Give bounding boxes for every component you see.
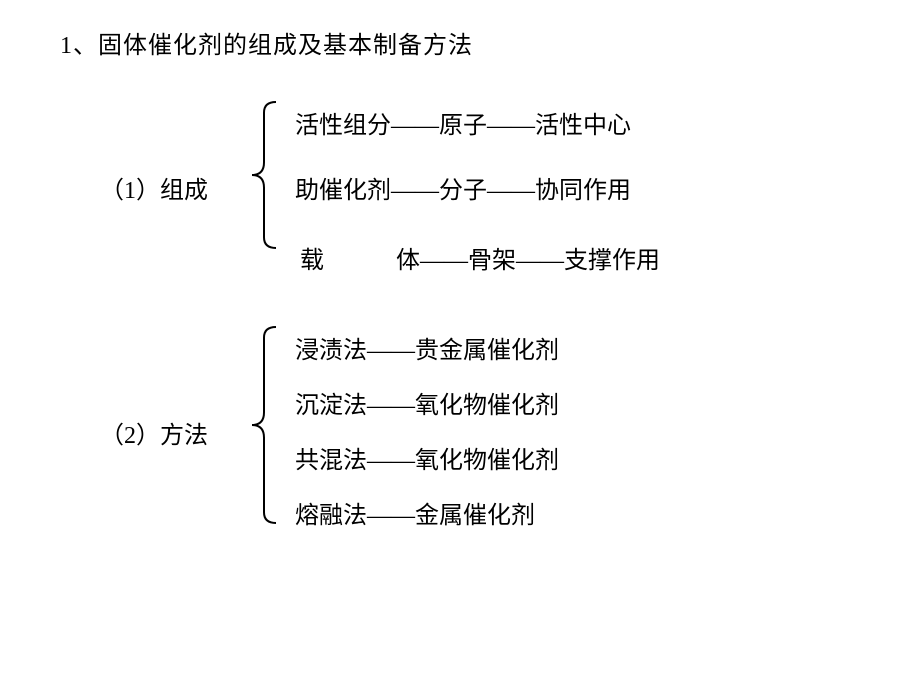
section2-row: 浸渍法——贵金属催化剂	[295, 330, 559, 365]
section2-label: （2）方法	[100, 415, 208, 450]
section2-row: 熔融法——金属催化剂	[295, 495, 535, 530]
section1-label: （1）组成	[100, 170, 208, 205]
section2-row: 沉淀法——氧化物催化剂	[295, 385, 559, 420]
section1-row: 活性组分——原子——活性中心	[295, 105, 631, 140]
section2-row: 共混法——氧化物催化剂	[295, 440, 559, 475]
section2-brace	[250, 325, 278, 525]
page-title: 1、固体催化剂的组成及基本制备方法	[60, 25, 473, 60]
section1-row: 载 体——骨架——支撑作用	[300, 240, 660, 275]
section1-brace	[250, 100, 278, 250]
section1-row: 助催化剂——分子——协同作用	[295, 170, 631, 205]
